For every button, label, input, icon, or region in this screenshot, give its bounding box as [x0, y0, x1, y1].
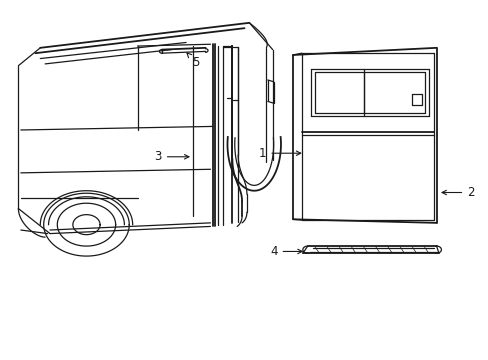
Text: 5: 5 [186, 53, 199, 69]
Text: 3: 3 [154, 150, 188, 163]
Text: 2: 2 [441, 186, 474, 199]
Text: 4: 4 [269, 245, 302, 258]
Text: 1: 1 [258, 147, 300, 160]
